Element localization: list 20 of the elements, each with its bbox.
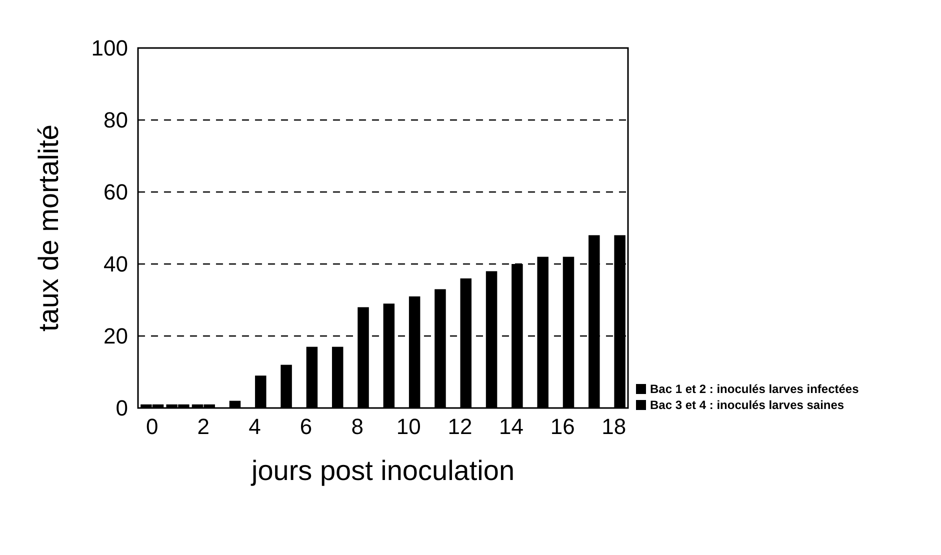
x-tick-label: 4 (248, 414, 261, 439)
x-tick-label: 8 (351, 414, 364, 439)
y-axis-title: taux de mortalité (33, 124, 64, 332)
y-tick-label: 0 (116, 396, 128, 421)
y-tick-label: 20 (104, 324, 128, 349)
x-tick-label: 12 (448, 414, 472, 439)
x-tick-label: 6 (300, 414, 312, 439)
y-tick-label: 80 (104, 108, 128, 133)
y-tick-label: 40 (104, 252, 128, 277)
y-tick-label: 100 (91, 36, 128, 61)
x-tick-label: 18 (602, 414, 626, 439)
y-tick-label: 60 (104, 180, 128, 205)
x-tick-label: 14 (499, 414, 524, 439)
x-tick-label: 0 (146, 414, 158, 439)
x-axis-title: jours post inoculation (250, 455, 515, 486)
x-tick-label: 16 (550, 414, 575, 439)
legend-label: Bac 1 et 2 : inoculés larves infectées (650, 382, 860, 396)
legend-label: Bac 3 et 4 : inoculés larves saines (650, 398, 844, 412)
x-tick-label: 2 (197, 414, 210, 439)
x-tick-label: 10 (396, 414, 421, 439)
